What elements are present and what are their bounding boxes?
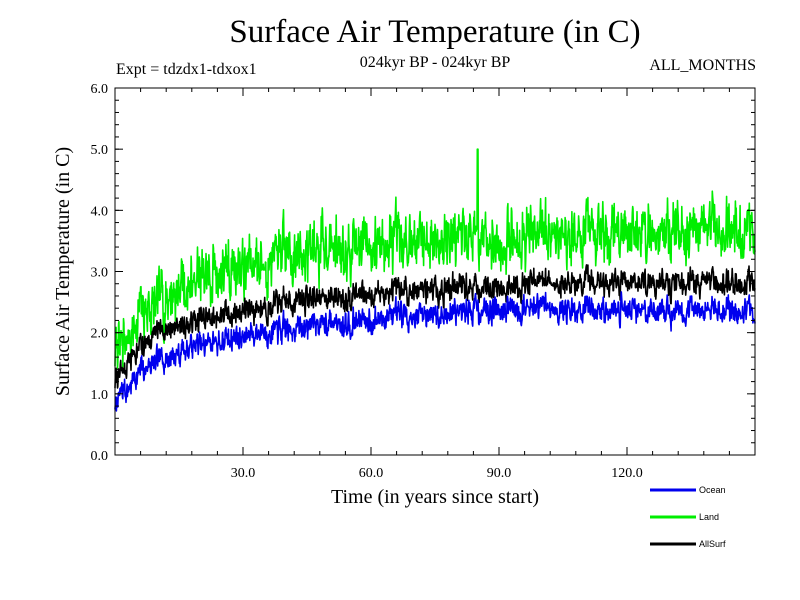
y-tick-label: 1.0 (91, 388, 109, 403)
legend-label-land: Land (699, 512, 719, 522)
legend-label-ocean: Ocean (699, 485, 726, 495)
x-tick-label: 60.0 (359, 466, 384, 481)
y-tick-label: 6.0 (91, 82, 109, 97)
months-label: ALL_MONTHS (649, 57, 756, 74)
series-line-land (114, 148, 756, 370)
x-tick-label: 120.0 (611, 466, 643, 481)
y-tick-label: 3.0 (91, 266, 109, 281)
y-tick-label: 4.0 (91, 204, 109, 219)
y-axis-label: Surface Air Temperature (in C) (52, 147, 74, 396)
y-tick-label: 5.0 (91, 143, 109, 158)
x-axis-label: Time (in years since start) (331, 486, 539, 508)
experiment-label: Expt = tdzdx1-tdxox1 (116, 61, 257, 78)
x-tick-label: 30.0 (231, 466, 256, 481)
legend-label-allsurf: AllSurf (699, 539, 726, 549)
ticks-layer: 0.0 1.0 2.0 3.0 4.0 5.0 6.0 30.0 60.0 90.0 120.0 (91, 82, 756, 481)
chart-subtitle: 024kyr BP - 024kyr BP (359, 54, 511, 71)
y-tick-label: 2.0 (91, 327, 109, 342)
x-tick-label: 90.0 (487, 466, 512, 481)
y-tick-label: 0.0 (91, 449, 109, 464)
series-layer (114, 148, 756, 412)
series-line-allsurf (114, 264, 756, 389)
chart-title: Surface Air Temperature (in C) (229, 14, 641, 50)
plot-frame (114, 87, 756, 456)
series-line-ocean (114, 291, 756, 412)
legend: Ocean Land AllSurf (650, 485, 726, 549)
